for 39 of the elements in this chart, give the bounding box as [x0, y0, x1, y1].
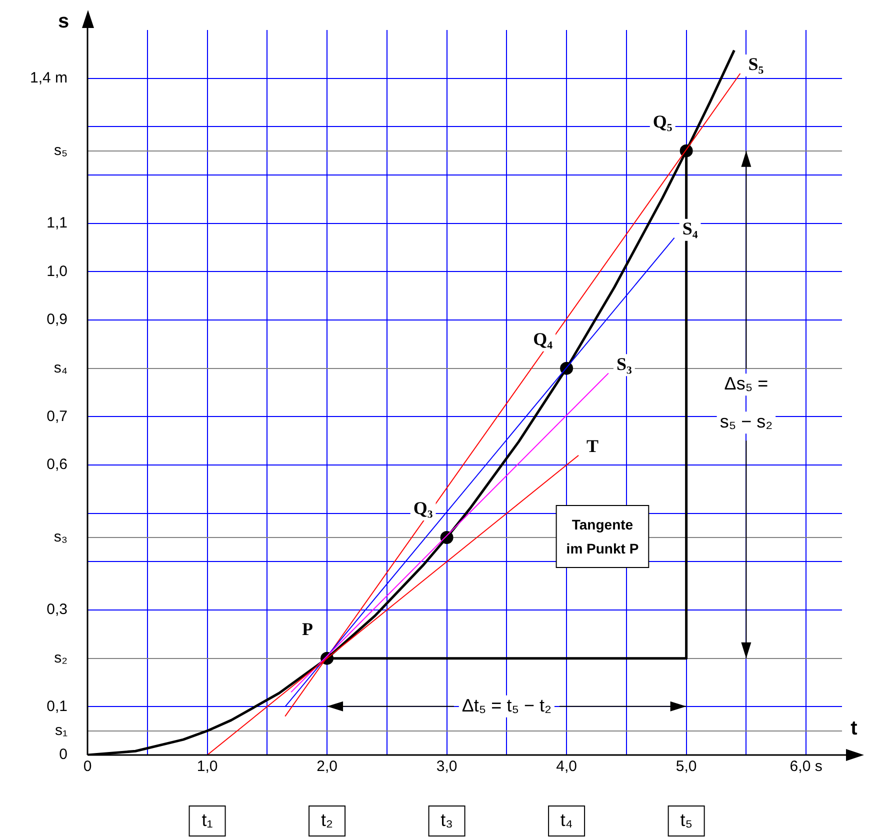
- annotation: Q₅: [652, 111, 672, 132]
- x-tick-label: 5,0: [676, 758, 697, 776]
- annotation: Tangente im Punkt P: [566, 516, 639, 556]
- x-axis-title: t: [850, 718, 858, 740]
- y-tick-label: 0,1: [46, 698, 68, 715]
- y-tick-label: s₅: [54, 142, 68, 159]
- text: t₁: [202, 810, 213, 830]
- text: t₂: [321, 810, 334, 830]
- x-tick-label: 2,0: [316, 758, 338, 776]
- y-tick-label: 1,1: [46, 214, 68, 232]
- y-tick-label: 0,3: [46, 601, 68, 618]
- y-axis-title: s: [58, 10, 70, 33]
- y-tick-label: s₂: [54, 649, 68, 666]
- y-tick-label: 1,0: [46, 262, 68, 280]
- y-tick-label: s₃: [54, 528, 68, 546]
- text: t₄: [560, 810, 573, 830]
- annotation: P: [302, 618, 314, 639]
- y-tick-label: s₄: [54, 359, 68, 376]
- y-tick-label: s₁: [54, 722, 68, 739]
- text: t₃: [440, 810, 453, 830]
- text: t₅: [680, 810, 692, 830]
- x-tick-label: 3,0: [436, 758, 458, 776]
- series-label: T: [586, 436, 599, 456]
- annotation: Δt₅ = t₅ − t₂: [462, 695, 552, 716]
- x-tick-label: 1,0: [196, 758, 218, 776]
- y-tick-label: 0,9: [46, 311, 68, 328]
- y-tick-label: 0,7: [46, 408, 68, 425]
- x-tick-label: 6,0 s: [790, 758, 822, 776]
- annotation: Q₄: [533, 328, 554, 349]
- y-tick-label: 0,6: [46, 456, 68, 474]
- x-tick-label: 4,0: [556, 758, 577, 776]
- x-tick-label: 0: [83, 758, 92, 776]
- y-tick-label: 0: [59, 746, 68, 764]
- series-label: S₃: [616, 354, 632, 374]
- annotation: Δs₅ = s₅ − s₂: [720, 374, 773, 432]
- y-tick-label: 1,4 m: [30, 69, 68, 86]
- series-label: S₅: [748, 54, 764, 74]
- annotation: Q₃: [413, 498, 434, 518]
- series-label: S₄: [682, 218, 698, 238]
